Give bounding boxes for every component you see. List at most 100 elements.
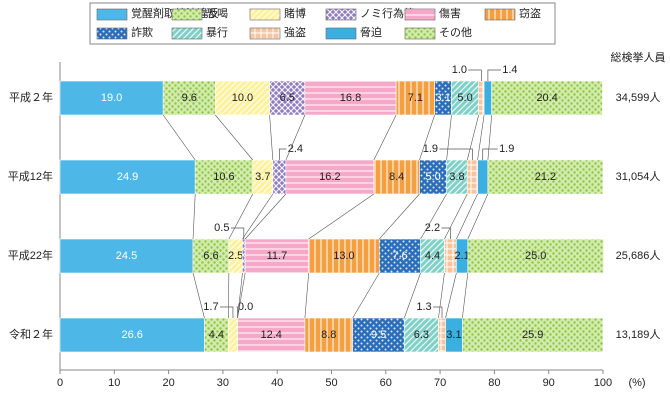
- value-label: 6.3: [414, 329, 429, 341]
- connector: [487, 114, 492, 161]
- bar-segment: [285, 159, 375, 195]
- connector: [379, 193, 420, 240]
- value-label: 4.4: [209, 329, 224, 341]
- value-label: 1.3: [416, 301, 431, 313]
- connector: [242, 193, 274, 240]
- bar-segment: [419, 159, 447, 195]
- total-header: 総検挙人員: [611, 50, 666, 64]
- legend-label: 賭博: [284, 6, 306, 20]
- x-tick-label: 90: [543, 377, 555, 389]
- row-total: 31,054人: [616, 170, 661, 183]
- legend-label: その他: [439, 26, 472, 39]
- value-label: 1.4: [502, 64, 517, 76]
- leader-line: [487, 69, 501, 81]
- value-label: 3.1: [446, 329, 461, 341]
- connector: [237, 272, 243, 319]
- bar-segment: [269, 80, 306, 116]
- bar-segment: [272, 159, 287, 195]
- connector: [420, 193, 447, 240]
- connector: [466, 114, 479, 161]
- leader-line: [230, 227, 245, 239]
- bar-segment: [403, 317, 439, 353]
- leader-line: [433, 306, 443, 318]
- row-total: 25,686人: [616, 249, 661, 262]
- bar-segment: [451, 80, 479, 116]
- legend-label: 窃盗: [519, 6, 541, 20]
- bar-segment: [304, 80, 397, 116]
- bar-segment: [242, 238, 246, 274]
- legend-swatch: [171, 27, 203, 40]
- leader-line: [468, 69, 482, 81]
- x-tick-label: 50: [325, 377, 337, 389]
- x-unit: (%): [628, 377, 645, 389]
- value-label: 10.0: [232, 92, 253, 104]
- legend-swatch: [96, 8, 128, 21]
- connector: [467, 193, 489, 240]
- connector: [215, 114, 253, 161]
- legend-label: 暴行: [206, 26, 228, 39]
- connector: [228, 193, 254, 240]
- leader-line: [236, 306, 238, 318]
- x-tick-label: 70: [434, 377, 446, 389]
- bar-segment: [214, 80, 270, 116]
- category-label: 平成12年: [8, 169, 53, 183]
- row-total: 34,599人: [616, 91, 661, 104]
- bar-segment: [491, 80, 603, 116]
- leader-line: [441, 227, 451, 239]
- value-label: 12.4: [261, 329, 282, 341]
- legend-box: [89, 2, 556, 45]
- value-label: 1.9: [423, 143, 438, 155]
- connector: [237, 272, 246, 319]
- value-label: 8.4: [389, 171, 404, 183]
- value-label: 3.8: [449, 171, 464, 183]
- value-label: 1.9: [499, 143, 514, 155]
- value-label: 2.4: [288, 143, 303, 155]
- value-label: 19.0: [101, 92, 122, 104]
- connector: [444, 193, 468, 240]
- bar-segment: [352, 317, 405, 353]
- bar-segment: [162, 80, 216, 116]
- value-label: 13.0: [333, 250, 354, 262]
- legend-swatch: [325, 27, 357, 40]
- x-tick-label: 40: [271, 377, 283, 389]
- connector: [244, 193, 287, 240]
- leader-line: [439, 148, 473, 160]
- value-label: 10.6: [213, 171, 234, 183]
- value-label: 9.5: [371, 329, 386, 341]
- legend-label: ノミ行為等: [360, 6, 415, 20]
- bar-segment: [477, 159, 489, 195]
- connector: [373, 114, 397, 161]
- bar-segment: [237, 317, 306, 353]
- legend-swatch: [96, 27, 128, 40]
- legend-swatch: [404, 8, 436, 21]
- value-label: 5.0: [425, 171, 440, 183]
- value-label: 16.2: [319, 171, 340, 183]
- value-label: 3.1: [435, 92, 450, 104]
- legend-swatch: [404, 27, 436, 40]
- row-total: 13,189人: [616, 328, 661, 341]
- connector: [419, 114, 435, 161]
- connector: [445, 272, 457, 319]
- connector: [438, 272, 445, 319]
- connector: [192, 193, 196, 240]
- value-label: 16.8: [340, 92, 361, 104]
- value-label: 1.7: [203, 301, 218, 313]
- bar-segment: [438, 317, 446, 353]
- bar-segment: [378, 238, 421, 274]
- leader-line: [219, 306, 234, 318]
- connector: [462, 272, 469, 319]
- legend-label: 詐欺: [131, 25, 153, 39]
- value-label: 24.9: [117, 171, 138, 183]
- value-label: 6.6: [203, 250, 218, 262]
- value-label: 9.6: [182, 92, 197, 104]
- bar-segment: [194, 159, 254, 195]
- bar-segment: [462, 317, 604, 353]
- value-label: 20.4: [536, 92, 557, 104]
- value-label: 5.0: [457, 92, 472, 104]
- bar-segment: [478, 80, 485, 116]
- bar-segment: [59, 159, 196, 195]
- bar-segment: [308, 238, 380, 274]
- legend-swatch: [249, 8, 281, 21]
- value-label: 2.5: [228, 250, 243, 262]
